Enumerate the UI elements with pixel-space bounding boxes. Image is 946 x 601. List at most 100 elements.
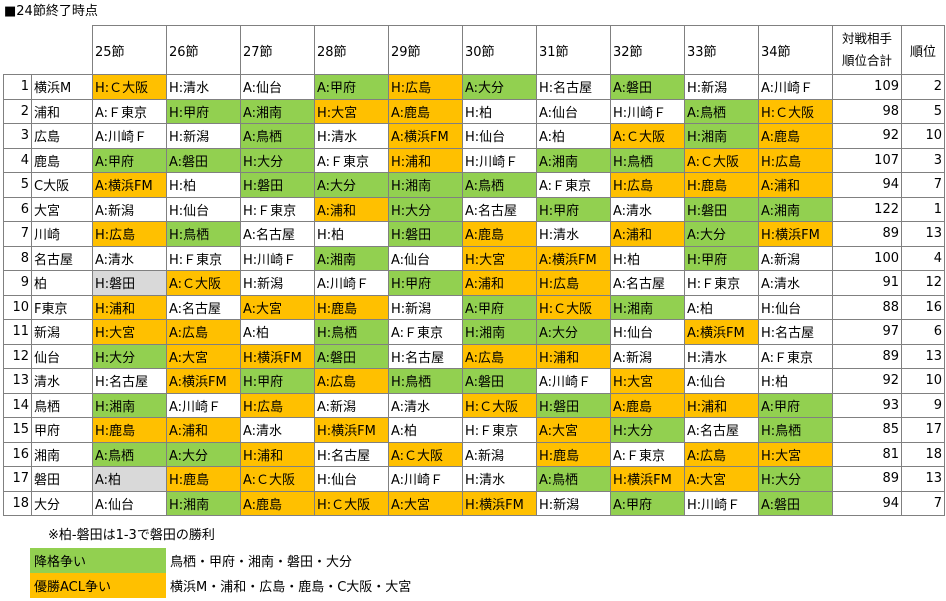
- match-cell: H:甲府: [536, 196, 611, 222]
- current-rank: 3: [901, 147, 945, 173]
- match-cell: A:Ｃ大阪: [610, 123, 685, 149]
- team-name: 大分: [31, 490, 93, 516]
- match-cell: H:名古屋: [92, 368, 167, 394]
- match-cell: A:大分: [314, 172, 389, 198]
- match-cell: H:大分: [388, 196, 463, 222]
- row-number: 18: [3, 490, 32, 516]
- match-cell: H:柏: [166, 172, 241, 198]
- match-cell: H:甲府: [388, 270, 463, 296]
- footnote: ※柏-磐田は1-3で磐田の勝利: [48, 528, 215, 543]
- match-cell: H:柏: [758, 368, 833, 394]
- row-number: 17: [3, 466, 32, 492]
- match-cell: H:湘南: [684, 123, 759, 149]
- current-rank: 1: [901, 196, 945, 222]
- match-cell: A:大分: [684, 221, 759, 247]
- legend-row-relegation: 降格争い 鳥栖・甲府・湘南・磐田・大分: [30, 548, 415, 573]
- match-cell: H:鳥栖: [388, 368, 463, 394]
- match-cell: H:仙台: [166, 196, 241, 222]
- match-cell: A:磐田: [314, 343, 389, 369]
- opponent-rank-total: 88: [832, 294, 902, 320]
- match-cell: A:磐田: [758, 490, 833, 516]
- table-row: 12 仙台 H:大分 A:大宮 H:横浜FM A:磐田 H:名古屋 A:広島 H:浦和 A:新潟 H…: [3, 343, 945, 369]
- header-row: 25節 26節 27節 28節 29節 30節 31節 32節 33節 34節 …: [4, 25, 945, 75]
- opponent-rank-total: 91: [832, 270, 902, 296]
- match-cell: H:甲府: [240, 368, 315, 394]
- match-cell: A:甲府: [462, 294, 537, 320]
- match-cell: H:浦和: [684, 392, 759, 418]
- header-rank: 順位: [901, 25, 945, 75]
- match-cell: A:Ｆ東京: [388, 319, 463, 345]
- current-rank: 13: [901, 343, 945, 369]
- match-cell: A:大宮: [536, 417, 611, 443]
- current-rank: 7: [901, 490, 945, 516]
- team-name: 甲府: [31, 417, 93, 443]
- table-row: 11 新潟 H:大宮 A:広島 A:柏 H:鳥栖 A:Ｆ東京 H:湘南 A:大分 H:仙台 A:横浜…: [3, 319, 945, 345]
- match-cell: A:川崎Ｆ: [536, 368, 611, 394]
- match-cell: A:Ｆ東京: [92, 98, 167, 124]
- team-name: 浦和: [31, 98, 93, 124]
- match-cell: H:川崎Ｆ: [684, 490, 759, 516]
- match-cell: A:鳥栖: [240, 123, 315, 149]
- match-cell: H:大宮: [314, 98, 389, 124]
- match-cell: H:Ｃ大阪: [92, 74, 167, 100]
- match-cell: H:鹿島: [536, 441, 611, 467]
- match-cell: A:Ｃ大阪: [388, 441, 463, 467]
- current-rank: 18: [901, 441, 945, 467]
- row-number: 9: [3, 270, 32, 296]
- table-row: 13 清水 H:名古屋 A:横浜FM H:甲府 A:広島 H:鳥栖 A:磐田 A:川崎Ｆ H:大宮…: [3, 368, 945, 394]
- match-cell: H:鹿島: [92, 417, 167, 443]
- table-row: 4 鹿島 A:甲府 A:磐田 H:大分 A:Ｆ東京 H:浦和 H:川崎Ｆ A:湘南 H:鳥栖 A:Ｃ…: [3, 147, 945, 173]
- team-name: 鳥栖: [31, 392, 93, 418]
- table-row: 1 横浜M H:Ｃ大阪 H:清水 A:仙台 A:甲府 H:広島 A:大分 H:名古屋 A:磐田 H:…: [3, 74, 945, 100]
- match-cell: H:Ｆ東京: [166, 245, 241, 271]
- match-cell: A:仙台: [536, 98, 611, 124]
- match-cell: H:大分: [758, 466, 833, 492]
- match-cell: A:名古屋: [166, 294, 241, 320]
- match-cell: H:Ｆ東京: [684, 270, 759, 296]
- row-number: 14: [3, 392, 32, 418]
- current-rank: 9: [901, 392, 945, 418]
- opponent-rank-total: 89: [832, 466, 902, 492]
- team-name: 鹿島: [31, 147, 93, 173]
- team-name: 大宮: [31, 196, 93, 222]
- match-cell: H:大分: [240, 147, 315, 173]
- match-cell: H:磐田: [536, 392, 611, 418]
- match-cell: H:甲府: [166, 98, 241, 124]
- opponent-rank-total: 93: [832, 392, 902, 418]
- legend-teams-relegation: 鳥栖・甲府・湘南・磐田・大分: [170, 555, 353, 570]
- match-cell: A:Ｆ東京: [610, 441, 685, 467]
- current-rank: 13: [901, 466, 945, 492]
- match-cell: A:清水: [610, 196, 685, 222]
- team-name: 清水: [31, 368, 93, 394]
- match-cell: A:仙台: [684, 368, 759, 394]
- team-name: 名古屋: [31, 245, 93, 271]
- match-cell: A:湘南: [536, 147, 611, 173]
- match-cell: A:広島: [314, 368, 389, 394]
- match-cell: H:湘南: [388, 172, 463, 198]
- match-cell: H:大宮: [758, 441, 833, 467]
- match-cell: H:仙台: [758, 294, 833, 320]
- row-number: 6: [3, 196, 32, 222]
- match-cell: H:名古屋: [388, 343, 463, 369]
- match-cell: A:大分: [166, 441, 241, 467]
- row-number: 2: [3, 98, 32, 124]
- opponent-rank-total: 109: [832, 74, 902, 100]
- team-name: 川崎: [31, 221, 93, 247]
- current-rank: 17: [901, 417, 945, 443]
- schedule-body: 1 横浜M H:Ｃ大阪 H:清水 A:仙台 A:甲府 H:広島 A:大分 H:名古屋 A:磐田 H:…: [3, 74, 945, 516]
- match-cell: A:鳥栖: [536, 466, 611, 492]
- match-cell: A:大宮: [166, 343, 241, 369]
- match-cell: A:鳥栖: [92, 441, 167, 467]
- match-cell: H:新潟: [684, 74, 759, 100]
- row-number: 13: [3, 368, 32, 394]
- match-cell: H:横浜FM: [610, 466, 685, 492]
- match-cell: H:柏: [314, 221, 389, 247]
- header-opponent-rank-total: 対戦相手 順位合計: [832, 25, 902, 75]
- row-number: 16: [3, 441, 32, 467]
- opponent-rank-total: 94: [832, 172, 902, 198]
- match-cell: A:浦和: [314, 196, 389, 222]
- header-opponent-rank-total-line2: 順位合計: [841, 53, 892, 68]
- match-cell: A:柏: [684, 294, 759, 320]
- match-cell: H:広島: [388, 74, 463, 100]
- match-cell: H:清水: [166, 74, 241, 100]
